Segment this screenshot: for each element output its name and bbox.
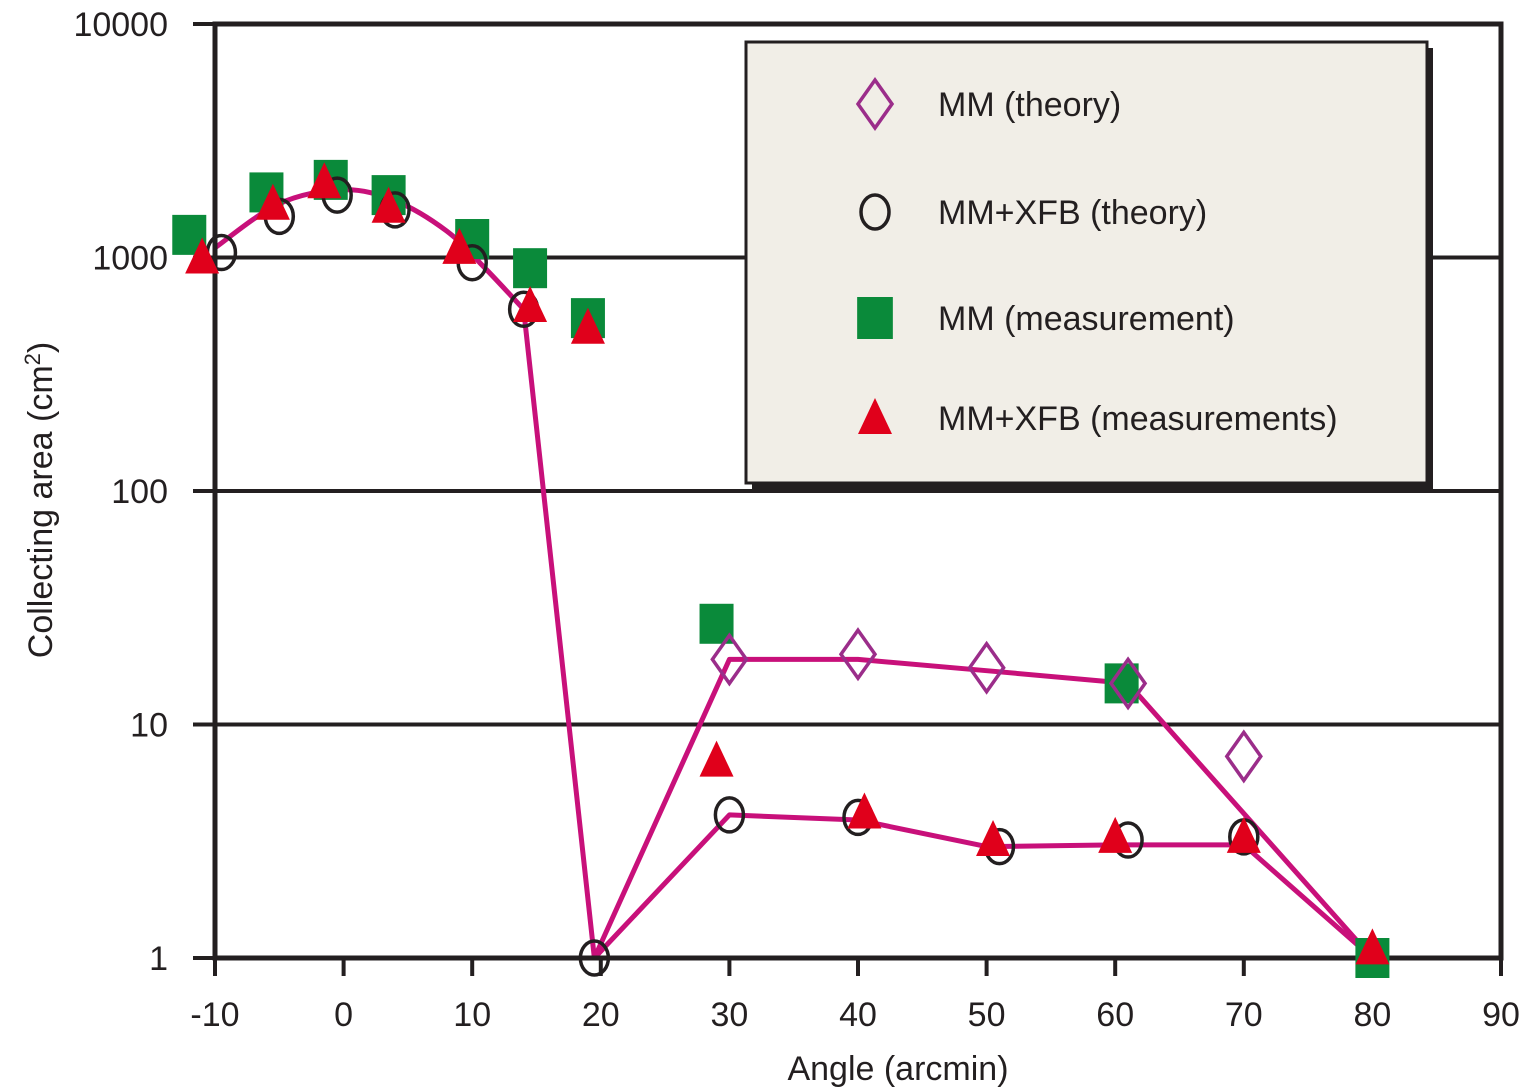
y-axis-title-superscript: 2 [20, 353, 45, 365]
legend-triangle-icon [858, 398, 892, 434]
x-axis-title: Angle (arcmin) [787, 1050, 1008, 1088]
x-tick-label: 10 [453, 996, 491, 1034]
circle-marker [578, 939, 611, 977]
fit-line [592, 812, 1375, 960]
x-tick-label: 40 [839, 996, 877, 1034]
diamond-marker [1108, 656, 1148, 711]
legend-label: MM+XFB (theory) [938, 194, 1207, 232]
x-tick-label: 60 [1096, 996, 1134, 1034]
data-markers [172, 159, 1390, 978]
triangle-marker [185, 237, 220, 274]
diamond-marker [710, 632, 749, 687]
legend-box [744, 40, 1429, 485]
x-tick-label: 80 [1353, 996, 1391, 1034]
x-tick-label: 30 [710, 996, 748, 1034]
x-tick-label: 20 [582, 996, 620, 1034]
x-tick-label: 50 [968, 996, 1006, 1034]
triangle-marker [1226, 816, 1261, 853]
triangle-marker [513, 285, 548, 322]
triangle-marker [307, 162, 342, 199]
diamond-marker [967, 640, 1006, 695]
axis-ticks: 1 10 100 1000 10000 -10 0 10 20 30 40 50 60 70 80 90 [73, 6, 1519, 1034]
triangle-marker [442, 227, 477, 264]
legend-label: MM (measurement) [938, 300, 1235, 338]
circle-marker [713, 796, 746, 834]
triangle-marker [1355, 928, 1390, 965]
y-axis-title-suffix: ) [22, 342, 60, 353]
y-axis-title-main: Collecting area (cm [22, 365, 60, 658]
legend: MM (theory) MM+XFB (theory) MM (measuremen… [744, 40, 1433, 489]
triangle-marker [1098, 816, 1133, 853]
x-tick-label: -10 [190, 996, 239, 1034]
x-tick-label: 0 [334, 996, 353, 1034]
x-tick-label: 70 [1225, 996, 1263, 1034]
legend-circle-icon [859, 193, 891, 231]
legend-square-icon [857, 297, 893, 339]
y-tick-label: 10000 [73, 6, 168, 44]
y-axis-title: Collecting area (cm2) [20, 342, 60, 658]
triangle-marker [847, 792, 882, 829]
legend-label: MM+XFB (measurements) [938, 400, 1338, 438]
diamond-marker [1224, 729, 1263, 784]
triangle-marker [255, 183, 290, 220]
triangle-marker [570, 307, 605, 344]
diamond-marker [838, 627, 878, 682]
legend-diamond-icon [855, 76, 895, 132]
y-tick-label: 1000 [92, 240, 168, 278]
square-marker [513, 248, 548, 289]
y-tick-label: 100 [111, 473, 168, 511]
legend-label: MM (theory) [938, 86, 1121, 124]
triangle-marker [371, 186, 406, 223]
triangle-marker [976, 820, 1011, 857]
y-tick-label: 10 [130, 707, 168, 745]
legend-items: MM (theory) MM+XFB (theory) MM (measuremen… [855, 76, 1338, 438]
y-tick-label: 1 [149, 940, 168, 978]
x-tick-label: 90 [1482, 996, 1520, 1034]
triangle-marker [699, 740, 734, 777]
